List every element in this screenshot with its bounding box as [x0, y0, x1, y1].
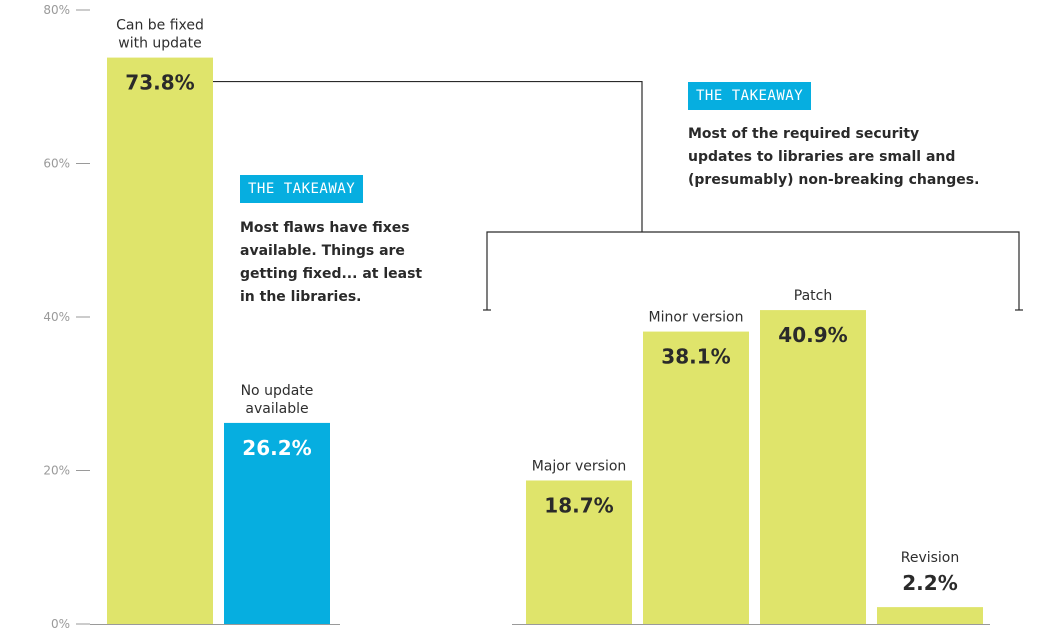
category-label: Minor version: [649, 310, 744, 326]
category-label: Revision: [901, 550, 960, 566]
takeaway-text-1: Most flaws have fixes available. Things …: [240, 217, 440, 309]
data-label: 18.7%: [544, 493, 613, 517]
bar: [877, 607, 983, 624]
takeaway-1-line: available. Things are: [240, 243, 405, 259]
bar: [526, 480, 632, 624]
takeaway-1-line: in the libraries.: [240, 289, 362, 305]
data-label: 73.8%: [125, 71, 194, 95]
data-label: 2.2%: [902, 571, 957, 595]
bars: 73.8% Can be fixed with update 26.2% No upda…: [107, 18, 983, 624]
category-label-line: Patch: [794, 288, 832, 304]
takeaway-2-line: Most of the required security: [688, 126, 920, 142]
takeaway-text-2: Most of the required security updates to…: [688, 123, 1008, 192]
bracket-line: [486, 231, 1020, 310]
takeaway-1-line: getting fixed... at least: [240, 266, 423, 282]
category-label: Patch: [794, 288, 832, 304]
category-label: No update available: [241, 383, 314, 417]
category-label: Major version: [532, 458, 627, 474]
bar: [224, 422, 330, 624]
connector-line: [201, 80, 643, 232]
category-label-line: Can be fixed: [116, 18, 204, 34]
bar: [760, 310, 866, 624]
y-tick-label: 60%: [43, 157, 70, 171]
takeaway-tag-1: THE TAKEAWAY: [240, 175, 364, 203]
takeaway-2-line: updates to libraries are small and: [688, 149, 956, 165]
bar: [107, 57, 213, 624]
category-label-line: Revision: [901, 550, 960, 566]
category-label-line: Major version: [532, 458, 627, 474]
bar: [643, 331, 749, 624]
category-label-line: No update: [241, 383, 314, 399]
y-tick-label: 0%: [51, 617, 70, 631]
data-label: 38.1%: [661, 345, 730, 369]
data-label: 40.9%: [778, 323, 847, 347]
y-tick-label: 20%: [43, 464, 70, 478]
y-tick-label: 40%: [43, 310, 70, 324]
data-label: 26.2%: [242, 436, 311, 460]
y-axis: 0% 20% 40% 60% 80%: [43, 3, 990, 631]
y-tick-label: 80%: [43, 3, 70, 17]
takeaway-1-line: Most flaws have fixes: [240, 220, 410, 236]
category-label-line: Minor version: [649, 310, 744, 326]
category-label-line: available: [245, 401, 308, 417]
takeaway-2-line: (presumably) non-breaking changes.: [688, 172, 980, 188]
takeaway-tag-2: THE TAKEAWAY: [688, 82, 812, 110]
category-label: Can be fixed with update: [116, 18, 204, 52]
category-label-line: with update: [118, 36, 201, 52]
